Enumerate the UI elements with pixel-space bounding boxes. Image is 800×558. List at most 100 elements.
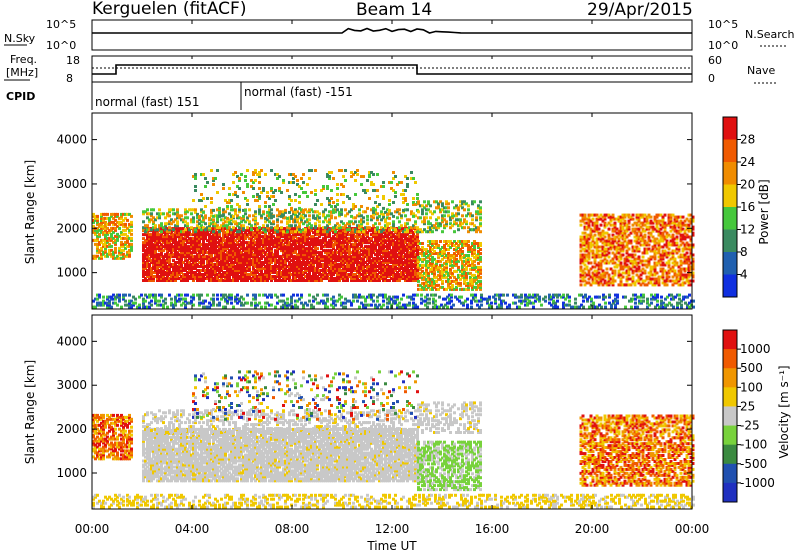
noise-tick-left-low: 10^0 xyxy=(46,39,76,52)
range-time-cell xyxy=(294,175,297,178)
range-time-cell xyxy=(244,212,247,215)
range-time-cell xyxy=(304,191,307,194)
noise-strip: N.Sky 10^5 10^0 10^5 10^0 N.Search xyxy=(4,18,795,52)
cpid-strip: CPID normal (fast) 151 normal (fast) -15… xyxy=(6,82,353,110)
range-time-cell xyxy=(437,244,440,247)
range-time-cell xyxy=(453,230,456,233)
range-time-cell xyxy=(342,175,345,178)
range-time-cell xyxy=(254,217,257,220)
range-time-cell xyxy=(246,226,249,229)
range-time-cell xyxy=(266,211,269,214)
range-time-cell xyxy=(126,219,129,222)
range-time-cell xyxy=(282,230,285,233)
noise-tick-right-high: 10^5 xyxy=(708,18,738,31)
range-time-cell xyxy=(433,210,436,213)
range-time-cell xyxy=(441,280,444,283)
range-time-cell xyxy=(328,175,331,178)
range-time-cell xyxy=(378,203,381,206)
range-time-cell xyxy=(292,181,295,184)
range-time-cell xyxy=(314,203,317,206)
date-title: 29/Apr/2015 xyxy=(587,0,693,20)
range-time-cell xyxy=(230,199,233,202)
range-time-cell xyxy=(362,216,365,219)
range-time-cell xyxy=(106,213,109,216)
range-time-cell xyxy=(348,228,351,231)
range-time-cell xyxy=(360,205,363,208)
range-time-cell xyxy=(176,208,179,211)
range-time-cell xyxy=(382,195,385,198)
range-time-cell xyxy=(238,208,241,211)
range-time-cell xyxy=(336,208,339,211)
range-time-cell xyxy=(459,218,462,221)
range-time-cell xyxy=(268,205,271,208)
range-time-cell xyxy=(278,175,281,178)
range-time-cell xyxy=(342,201,345,204)
range-time-cell xyxy=(479,280,482,283)
range-time-cell xyxy=(479,252,482,255)
range-time-cell xyxy=(316,230,319,233)
range-time-cell xyxy=(390,181,393,184)
range-time-cell xyxy=(314,222,317,225)
range-time-cell xyxy=(340,208,343,211)
range-time-cell xyxy=(445,220,448,223)
range-time-cell xyxy=(276,230,279,233)
range-time-cell xyxy=(320,203,323,206)
range-time-cell xyxy=(356,169,359,172)
range-time-cell xyxy=(146,224,149,227)
range-time-cell xyxy=(202,173,205,176)
range-time-cell xyxy=(429,204,432,207)
range-time-cell xyxy=(212,209,215,212)
range-time-cell xyxy=(306,183,309,186)
range-time-cell xyxy=(270,208,273,211)
cpid-segment-2: normal (fast) -151 xyxy=(244,85,353,99)
range-time-cell xyxy=(242,215,245,218)
range-time-cell xyxy=(414,181,417,184)
range-time-cell xyxy=(324,208,327,211)
range-time-cell xyxy=(194,208,197,211)
range-time-cell xyxy=(354,179,357,182)
range-time-cell xyxy=(459,282,462,285)
range-time-cell xyxy=(266,224,269,227)
range-time-cell xyxy=(270,187,273,190)
nsky-trace xyxy=(92,29,692,34)
range-time-cell xyxy=(210,169,213,172)
range-time-cell xyxy=(336,183,339,186)
range-time-cell xyxy=(230,205,233,208)
range-time-cell xyxy=(246,183,249,186)
range-time-cell xyxy=(302,181,305,184)
range-time-cell xyxy=(467,254,470,257)
range-time-cell xyxy=(366,218,369,221)
range-time-cell xyxy=(208,217,211,220)
range-time-cell xyxy=(296,179,299,182)
range-time-cell xyxy=(465,220,468,223)
range-time-cell xyxy=(184,228,187,231)
range-time-cell xyxy=(376,212,379,215)
range-time-cell xyxy=(238,230,241,233)
range-time-cell xyxy=(356,173,359,176)
range-time-cell xyxy=(404,197,407,200)
range-time-cell xyxy=(258,187,261,190)
range-time-cell xyxy=(250,228,253,231)
range-time-cell xyxy=(336,203,339,206)
range-time-cell xyxy=(124,223,127,226)
range-time-cell xyxy=(218,230,221,233)
range-time-cell xyxy=(400,181,403,184)
range-time-cell xyxy=(238,205,241,208)
range-time-cell xyxy=(392,215,395,218)
range-time-cell xyxy=(427,200,430,203)
range-time-cell xyxy=(114,247,117,250)
range-time-cell xyxy=(258,208,261,211)
range-time-cell xyxy=(130,237,133,240)
range-time-cell xyxy=(362,230,365,233)
range-time-cell xyxy=(326,185,329,188)
range-time-cell xyxy=(272,215,275,218)
range-time-cell xyxy=(416,226,419,229)
range-time-cell xyxy=(382,207,385,210)
freq-tick-low: 8 xyxy=(66,72,73,85)
range-time-cell xyxy=(160,222,163,225)
range-time-cell xyxy=(130,221,133,224)
range-time-cell xyxy=(244,179,247,182)
range-time-cell xyxy=(382,181,385,184)
range-time-cell xyxy=(406,222,409,225)
